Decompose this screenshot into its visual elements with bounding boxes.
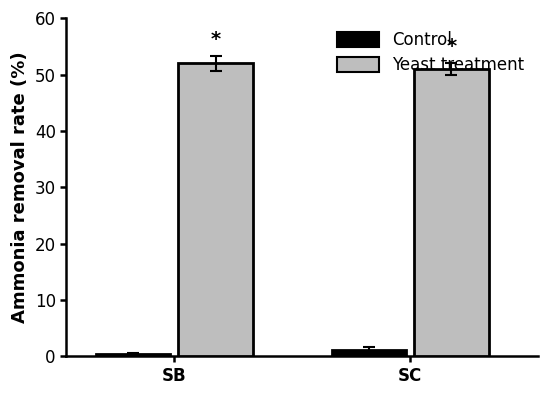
Text: *: *: [210, 30, 221, 49]
Bar: [96, 354, 170, 356]
Bar: [414, 69, 489, 356]
Text: *: *: [446, 38, 456, 57]
Legend: Control, Yeast treatment: Control, Yeast treatment: [333, 27, 530, 79]
Bar: [332, 350, 406, 356]
Bar: [178, 63, 253, 356]
Y-axis label: Ammonia removal rate (%): Ammonia removal rate (%): [11, 51, 29, 323]
